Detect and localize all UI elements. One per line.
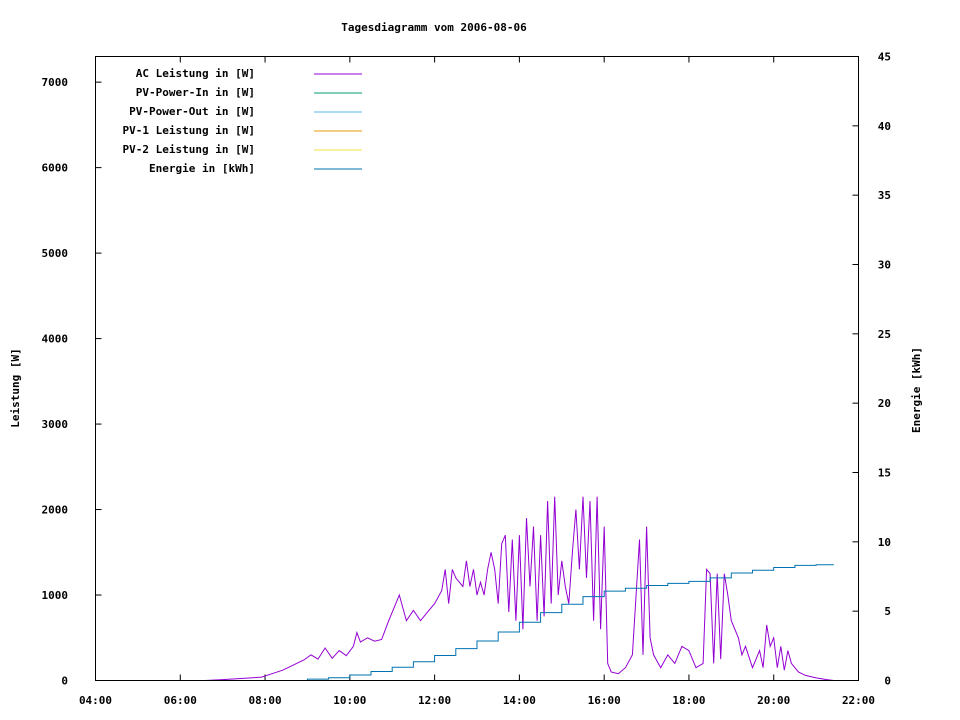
x-tick-label: 18:00 [672,694,705,707]
x-tick-label: 22:00 [842,694,875,707]
y2-tick-label: 25 [878,328,891,341]
x-tick-label: 08:00 [248,694,281,707]
x-tick-label: 04:00 [79,694,112,707]
legend-label: PV-1 Leistung in [W] [123,124,255,137]
y-tick-label: 1000 [42,589,69,602]
x-tick-label: 12:00 [418,694,451,707]
y2-tick-label: 40 [878,120,891,133]
y-tick-label: 2000 [42,504,69,517]
legend-label: PV-Power-Out in [W] [129,105,255,118]
series-line [293,564,834,681]
y-axis-label: Leistung [W] [9,348,22,427]
y-tick-label: 4000 [42,333,69,346]
y2-tick-label: 35 [878,189,891,202]
y2-tick-label: 20 [878,397,891,410]
series-line [204,496,834,681]
y2-tick-label: 0 [884,675,891,688]
plot-frame [95,56,859,681]
y-tick-label: 7000 [42,76,69,89]
y2-tick-label: 45 [878,51,891,64]
x-tick-label: 20:00 [757,694,790,707]
y-tick-label: 6000 [42,162,69,175]
x-tick-label: 14:00 [503,694,536,707]
y-tick-label: 0 [61,675,68,688]
x-tick-label: 06:00 [164,694,197,707]
legend-label: Energie in [kWh] [149,162,255,175]
axis-ticks: 04:00 06:00 08:00 10:00 12:00 14:00 16:00 18:00… [42,51,892,708]
plot-area [204,496,834,681]
x-tick-label: 16:00 [588,694,621,707]
y2-tick-label: 10 [878,536,891,549]
y-tick-label: 5000 [42,247,69,260]
chart-title: Tagesdiagramm vom 2006-08-06 [341,21,527,34]
legend: AC Leistung in [W] PV-Power-In in [W] PV-P… [123,67,362,175]
y2-axis-label: Energie [kWh] [910,347,923,433]
y2-tick-label: 5 [884,605,891,618]
legend-label: PV-2 Leistung in [W] [123,143,255,156]
y2-tick-label: 30 [878,259,891,272]
x-tick-label: 10:00 [333,694,366,707]
y-tick-label: 3000 [42,418,69,431]
y2-tick-label: 15 [878,467,891,480]
legend-label: PV-Power-In in [W] [136,86,255,99]
legend-label: AC Leistung in [W] [136,67,255,80]
